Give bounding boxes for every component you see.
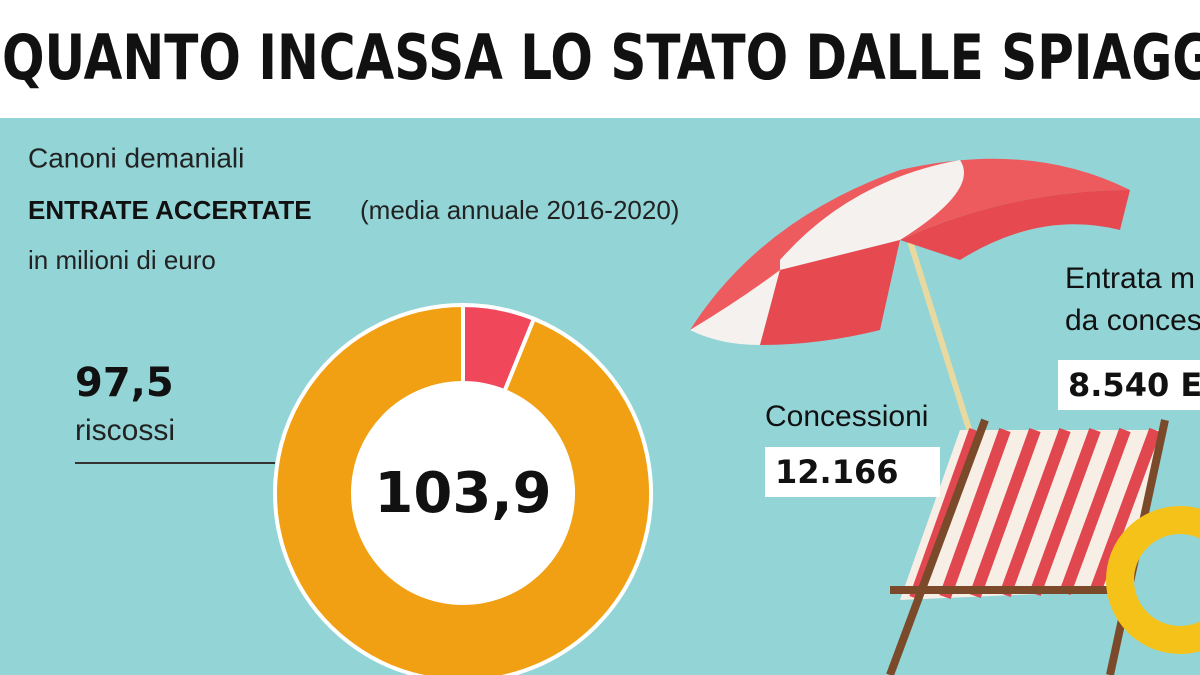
chart-title: QUANTO INCASSA LO STATO DALLE SPIAGGI xyxy=(2,21,1200,94)
donut-hole xyxy=(353,383,573,603)
annotation-label: Concessioni xyxy=(765,400,928,433)
subtitle: (media annuale 2016-2020) xyxy=(360,195,679,225)
value-label: 97,5 xyxy=(75,360,174,406)
subtitle: ENTRATE ACCERTATE xyxy=(28,195,312,225)
annotation-label: da conces xyxy=(1065,304,1200,337)
annotation-value: 8.540 EU xyxy=(1068,366,1200,404)
annotation-box xyxy=(765,447,940,497)
category-label: riscossi xyxy=(75,414,175,447)
subtitle: in milioni di euro xyxy=(28,245,216,275)
total-label: 103,9 xyxy=(374,461,551,526)
umbrella-illustration xyxy=(690,158,1130,561)
subtitle: Canoni demaniali xyxy=(28,142,244,173)
annotation-label: Entrata m xyxy=(1065,262,1195,295)
header-bg xyxy=(0,0,1200,118)
deckchair-illustration xyxy=(886,418,1200,675)
annotation-box xyxy=(1058,360,1200,410)
annotation-value: 12.166 xyxy=(775,453,898,491)
